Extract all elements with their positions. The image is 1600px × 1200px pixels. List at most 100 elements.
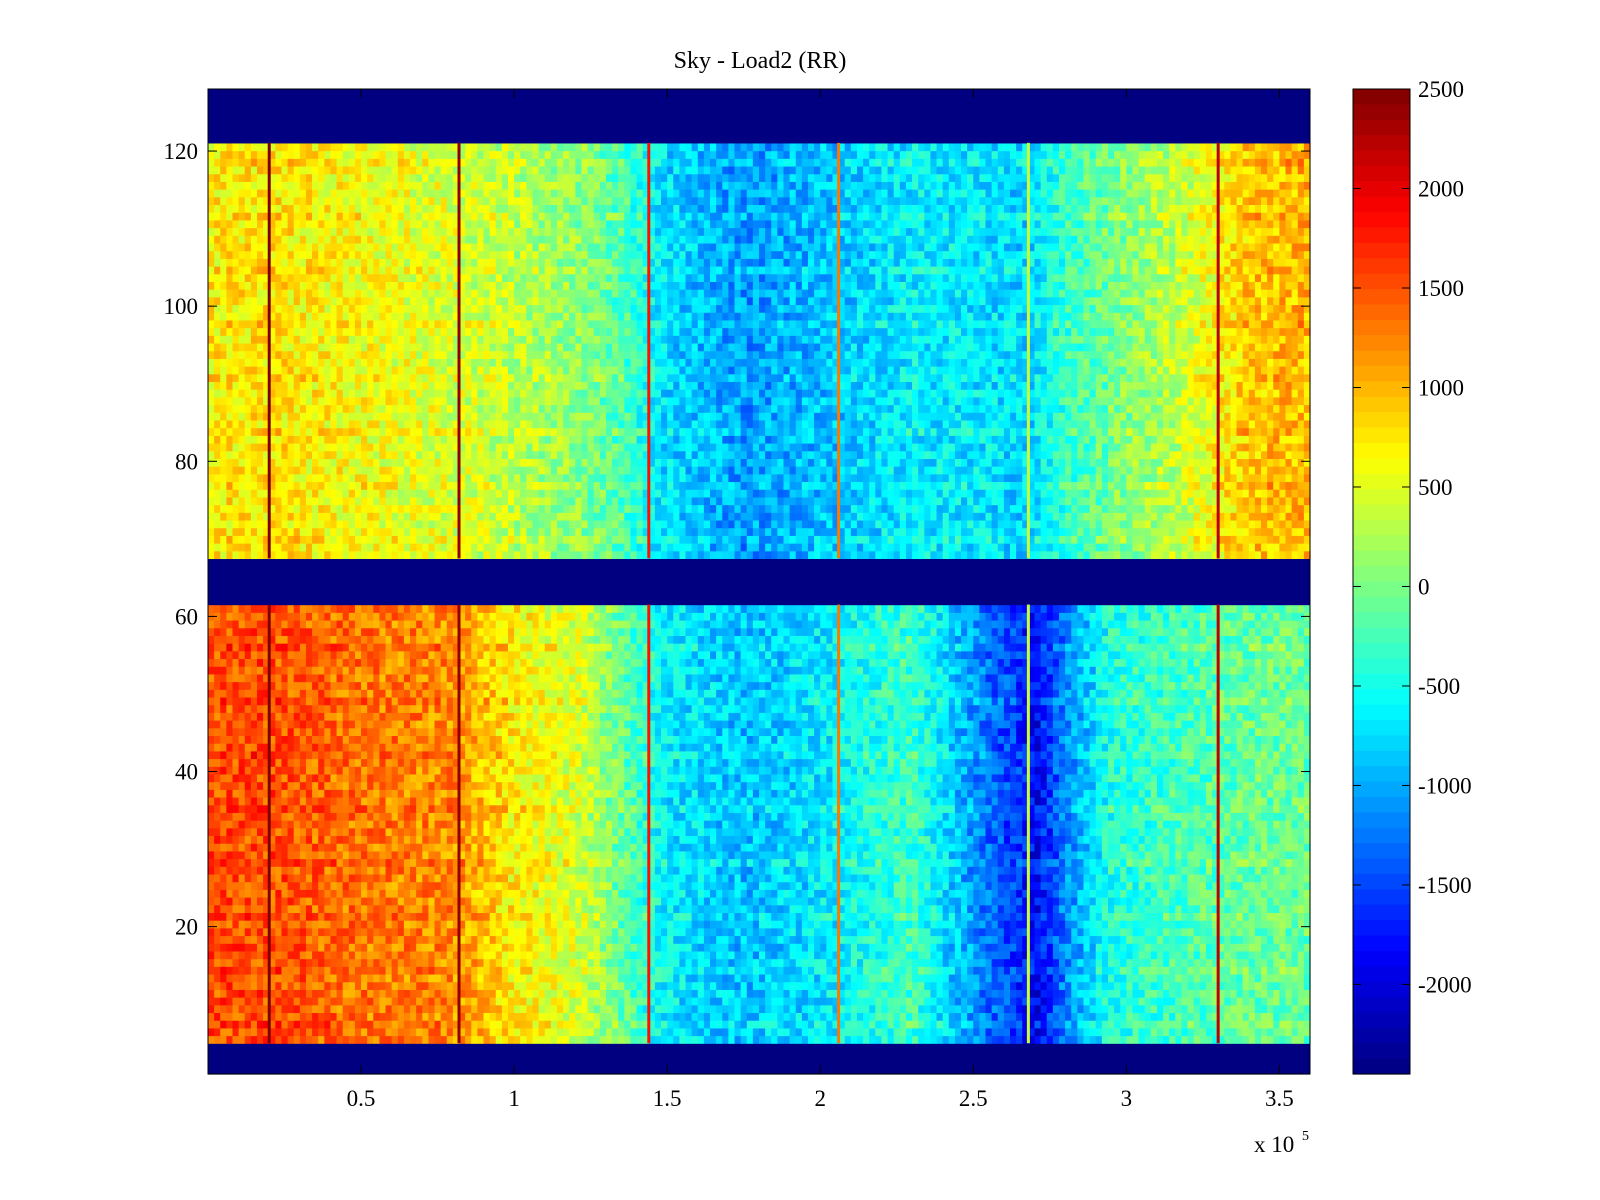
heatmap-cell [796, 966, 803, 974]
heatmap-cell [569, 920, 576, 928]
heatmap-cell [404, 1028, 411, 1036]
heatmap-cell [937, 874, 944, 882]
heatmap-cell [1041, 943, 1048, 951]
heatmap-cell [967, 959, 974, 967]
heatmap-cell [239, 1005, 246, 1013]
heatmap-cell [937, 1036, 944, 1044]
heatmap-cell [735, 897, 742, 905]
heatmap-cell [1010, 897, 1017, 905]
heatmap-cell [753, 866, 760, 874]
heatmap-cell [367, 1036, 374, 1044]
heatmap-cell [386, 1028, 393, 1036]
heatmap-cell [1243, 882, 1250, 890]
heatmap-cell [1108, 920, 1115, 928]
heatmap-cell [392, 905, 399, 913]
heatmap-cell [575, 1028, 582, 1036]
heatmap-cell [888, 897, 895, 905]
heatmap-cell [214, 966, 221, 974]
heatmap-cell [1102, 882, 1109, 890]
heatmap-cell [888, 905, 895, 913]
heatmap-cell [386, 974, 393, 982]
heatmap-cell [563, 874, 570, 882]
heatmap-cell [961, 935, 968, 943]
heatmap-cell [1132, 943, 1139, 951]
heatmap-cell [881, 982, 888, 990]
heatmap-cell [630, 989, 637, 997]
heatmap-cell [1096, 959, 1103, 967]
heatmap-cell [563, 1005, 570, 1013]
heatmap-cell [1132, 905, 1139, 913]
heatmap-cell [496, 935, 503, 943]
heatmap-cell [973, 1028, 980, 1036]
heatmap-cell [692, 828, 699, 836]
heatmap-cell [410, 912, 417, 920]
heatmap-cell [337, 882, 344, 890]
heatmap-cell [937, 835, 944, 843]
heatmap-cell [1157, 943, 1164, 951]
heatmap-cell [514, 882, 521, 890]
heatmap-cell [1096, 920, 1103, 928]
heatmap-cell [710, 951, 717, 959]
heatmap-cell [790, 966, 797, 974]
heatmap-cell [777, 982, 784, 990]
heatmap-cell [820, 982, 827, 990]
heatmap-cell [551, 851, 558, 859]
heatmap-cell [992, 889, 999, 897]
heatmap-cell [386, 951, 393, 959]
heatmap-cell [630, 935, 637, 943]
heatmap-cell [1298, 835, 1305, 843]
heatmap-cell [551, 1036, 558, 1044]
heatmap-cell [324, 920, 331, 928]
heatmap-cell [790, 1005, 797, 1013]
heatmap-cell [759, 928, 766, 936]
heatmap-cell [1194, 897, 1201, 905]
heatmap-cell [986, 989, 993, 997]
heatmap-cell [1224, 935, 1231, 943]
heatmap-cell [759, 951, 766, 959]
heatmap-cell [281, 1028, 288, 1036]
heatmap-cell [355, 943, 362, 951]
heatmap-cell [245, 835, 252, 843]
heatmap-cell [851, 866, 858, 874]
heatmap-cell [410, 966, 417, 974]
heatmap-cell [863, 1012, 870, 1020]
heatmap-cell [624, 959, 631, 967]
heatmap-cell [1273, 1012, 1280, 1020]
heatmap-cell [606, 1005, 613, 1013]
heatmap-cell [300, 912, 307, 920]
heatmap-cell [686, 1028, 693, 1036]
heatmap-cell [741, 943, 748, 951]
heatmap-cell [1077, 989, 1084, 997]
heatmap-cell [881, 889, 888, 897]
heatmap-cell [747, 982, 754, 990]
heatmap-cell [379, 1028, 386, 1036]
heatmap-cell [312, 974, 319, 982]
heatmap-cell [422, 1028, 429, 1036]
heatmap-cell [777, 1028, 784, 1036]
heatmap-cell [226, 866, 233, 874]
heatmap-cell [851, 889, 858, 897]
heatmap-cell [1224, 866, 1231, 874]
heatmap-cell [955, 1005, 962, 1013]
heatmap-cell [741, 920, 748, 928]
heatmap-cell [753, 920, 760, 928]
heatmap-cell [1108, 966, 1115, 974]
heatmap-cell [894, 851, 901, 859]
heatmap-cell [563, 1036, 570, 1044]
heatmap-cell [312, 897, 319, 905]
heatmap-cell [1267, 859, 1274, 867]
heatmap-cell [704, 889, 711, 897]
heatmap-cell [655, 997, 662, 1005]
heatmap-cell [1267, 843, 1274, 851]
heatmap-cell [747, 951, 754, 959]
heatmap-cell [545, 951, 552, 959]
heatmap-cell [251, 905, 258, 913]
heatmap-cell [1194, 882, 1201, 890]
heatmap-cell [710, 966, 717, 974]
heatmap-cell [986, 935, 993, 943]
heatmap-cell [239, 997, 246, 1005]
heatmap-cell [1267, 874, 1274, 882]
heatmap-cell [428, 1012, 435, 1020]
heatmap-cell [392, 851, 399, 859]
